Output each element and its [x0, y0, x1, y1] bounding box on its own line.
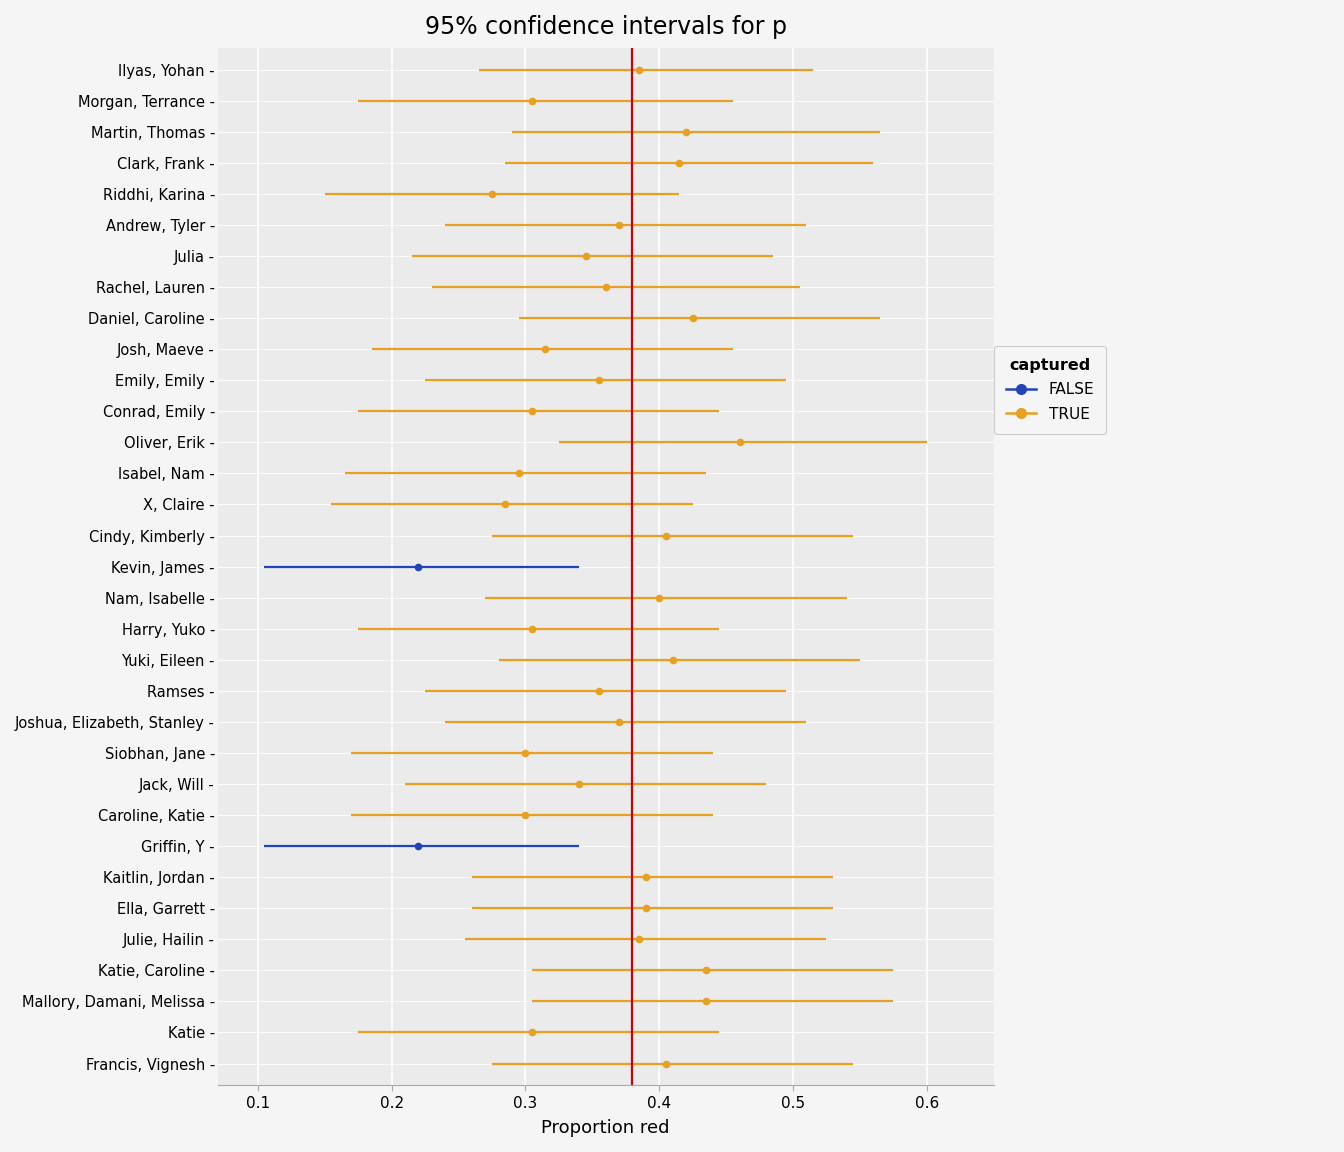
Legend: FALSE, TRUE: FALSE, TRUE	[993, 346, 1106, 434]
Title: 95% confidence intervals for p: 95% confidence intervals for p	[425, 15, 786, 39]
X-axis label: Proportion red: Proportion red	[542, 1119, 669, 1137]
